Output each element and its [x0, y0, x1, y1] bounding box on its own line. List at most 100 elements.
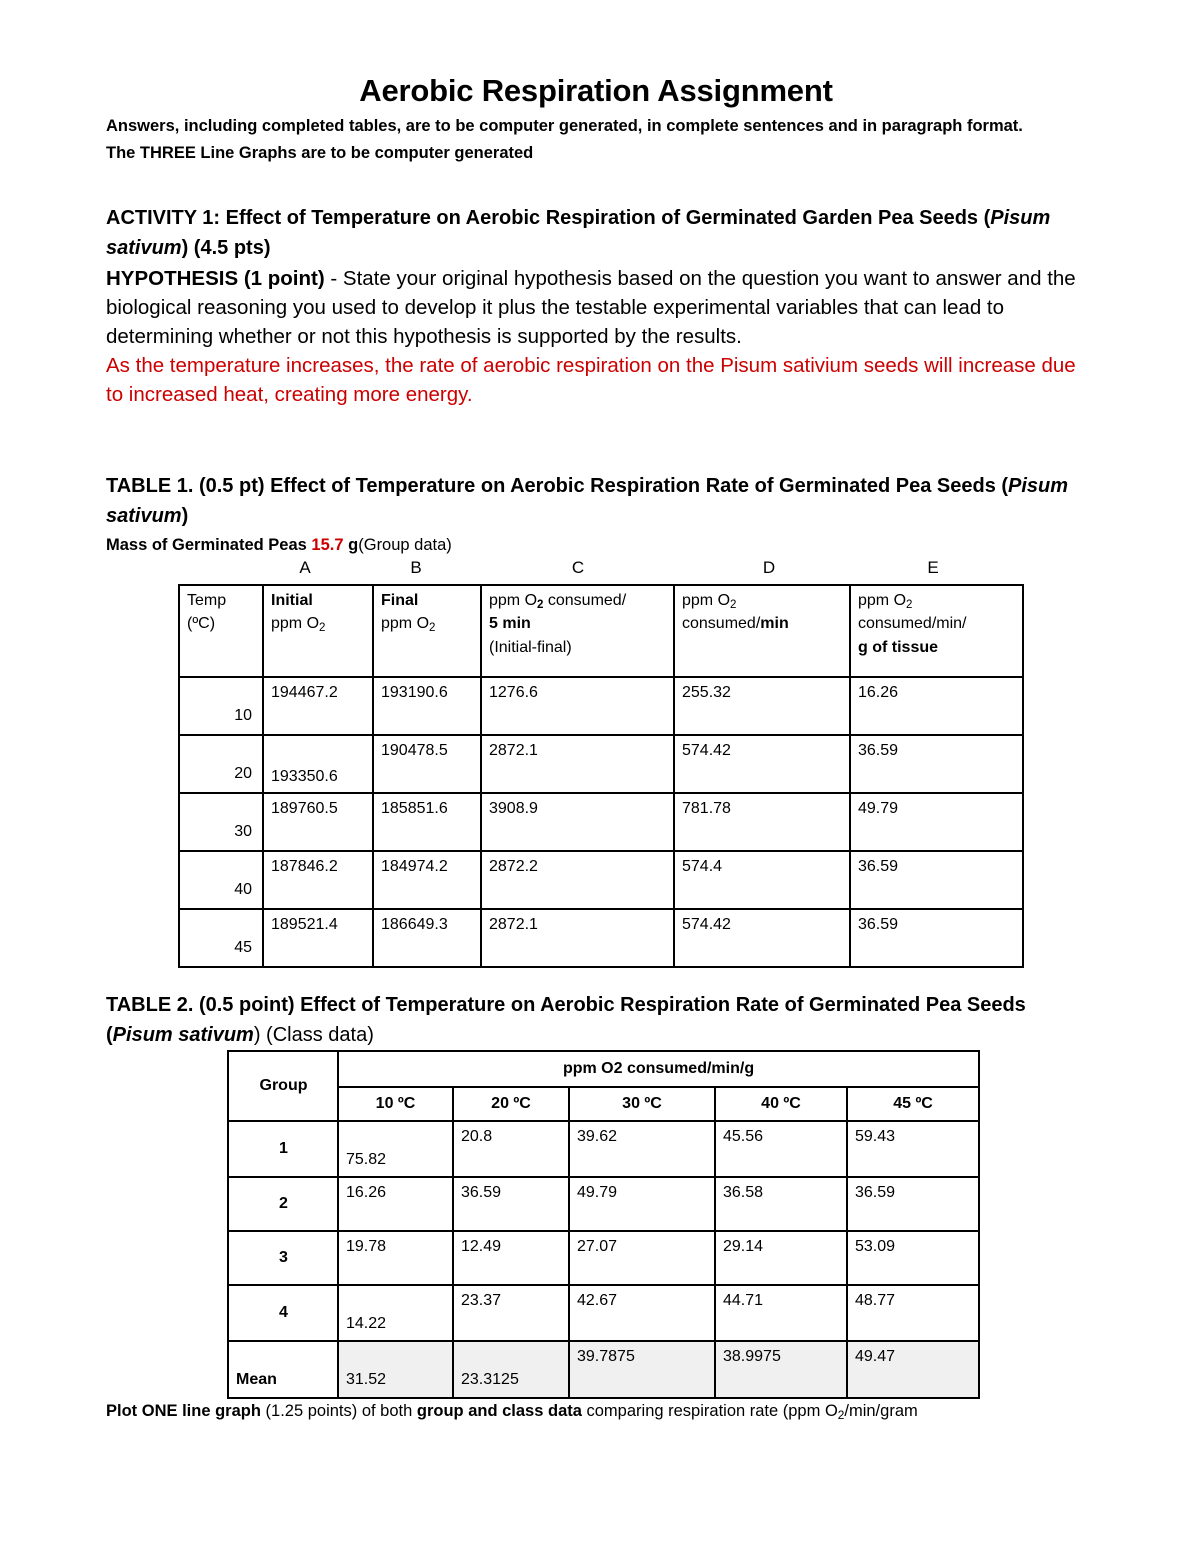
cell-temp: 45: [178, 907, 264, 968]
header-temp-30: 30 ºC: [568, 1085, 716, 1122]
header-initial-line2: ppm O: [271, 615, 320, 633]
activity-heading: ACTIVITY 1: Effect of Temperature on Aer…: [106, 203, 1086, 264]
cell-value-30c: 27.07: [568, 1229, 716, 1286]
header-e-sub: 2: [906, 598, 913, 611]
cell-value-10c: 75.82: [337, 1119, 454, 1178]
table2-heading: TABLE 2. (0.5 point) Effect of Temperatu…: [106, 990, 1086, 1050]
cell-temp: 40: [178, 849, 264, 910]
cell-consumed-min: 255.32: [673, 675, 851, 736]
column-letter-c: C: [571, 557, 585, 577]
cell-group: 2: [227, 1175, 339, 1232]
header-e-pre: ppm O: [858, 591, 907, 609]
cell-consumed-min: 574.4: [673, 849, 851, 910]
header-final-line2: ppm O: [381, 615, 430, 633]
hypothesis-answer: As the temperature increases, the rate o…: [106, 354, 1076, 407]
cell-consumed-min: 574.42: [673, 907, 851, 968]
cell-value-40c: 36.58: [714, 1175, 848, 1232]
header-span-ppm: ppm O2 consumed/min/g: [336, 1049, 981, 1088]
cell-consumed-min-g: 36.59: [849, 849, 1024, 910]
header-e-line3: g of tissue: [858, 638, 939, 656]
table2-respiration-class-data: Group ppm O2 consumed/min/g 10 ºC 20 ºC …: [227, 1049, 981, 1399]
mass-unit: g: [348, 536, 359, 555]
cell-value-45c: 53.09: [845, 1229, 981, 1286]
cell-mean-30c: 39.7875: [568, 1339, 716, 1399]
mass-value: 15.7: [311, 536, 344, 555]
cell-consumed-5min: 2872.1: [480, 733, 675, 794]
intro-line-1: Answers, including completed tables, are…: [106, 117, 1023, 136]
header-temp-45: 45 ºC: [845, 1085, 981, 1122]
cell-value-30c: 42.67: [568, 1283, 716, 1342]
column-letter-a: A: [299, 557, 311, 577]
footer-part-2: (1.25 points) of both: [260, 1401, 417, 1420]
table-row: 30 189760.5 185851.6 3908.9 781.78 49.79: [178, 791, 1024, 852]
cell-consumed-5min: 3908.9: [480, 791, 675, 852]
cell-final: 186649.3: [372, 907, 482, 968]
cell-consumed-min-g: 36.59: [849, 733, 1024, 794]
hypothesis-label: HYPOTHESIS (1 point): [106, 266, 325, 290]
cell-value-40c: 44.71: [714, 1283, 848, 1342]
header-c-post: consumed/: [543, 591, 627, 609]
column-letter-b: B: [410, 557, 422, 577]
cell-value-10c: 19.78: [337, 1229, 454, 1286]
header-temp-10: 10 ºC: [337, 1085, 454, 1122]
cell-value-20c: 23.37: [452, 1283, 570, 1342]
cell-value-30c: 49.79: [568, 1175, 716, 1232]
table1-heading: TABLE 1. (0.5 pt) Effect of Temperature …: [106, 471, 1086, 531]
cell-value-20c: 36.59: [452, 1175, 570, 1232]
cell-initial: 189521.4: [262, 907, 374, 968]
header-c-pre: ppm O: [489, 591, 538, 609]
activity-heading-prefix: ACTIVITY 1: Effect of Temperature on Aer…: [106, 206, 991, 229]
header-consumed-5min: ppm O2 consumed/ 5 min (Initial-final): [480, 583, 675, 678]
cell-initial: 194467.2: [262, 675, 374, 736]
table-row: 20 193350.6 190478.5 2872.1 574.42 36.59: [178, 733, 1024, 794]
cell-final: 193190.6: [372, 675, 482, 736]
header-temp-40: 40 ºC: [714, 1085, 848, 1122]
header-consumed-min: ppm O2 consumed/min: [673, 583, 851, 678]
cell-value-30c: 39.62: [568, 1119, 716, 1178]
cell-value-10c: 16.26: [337, 1175, 454, 1232]
table2-heading-suffix: ) (Class data): [253, 1023, 374, 1046]
table-row: 1 75.82 20.8 39.62 45.56 59.43: [227, 1119, 981, 1178]
header-initial-sub: 2: [319, 622, 326, 635]
table-row: 2 16.26 36.59 49.79 36.58 36.59: [227, 1175, 981, 1232]
cell-value-20c: 20.8: [452, 1119, 570, 1178]
cell-mean-45c: 49.47: [845, 1339, 981, 1399]
table-row: 45 189521.4 186649.3 2872.1 574.42 36.59: [178, 907, 1024, 968]
cell-initial: 189760.5: [262, 791, 374, 852]
table-row-mean: Mean 31.52 23.3125 39.7875 38.9975 49.47: [227, 1339, 981, 1399]
activity-heading-suffix: ) (4.5 pts): [181, 237, 271, 260]
header-final: Final ppm O2: [372, 583, 482, 678]
table1-heading-suffix: ): [181, 505, 189, 528]
cell-value-45c: 36.59: [845, 1175, 981, 1232]
mass-note: (Group data): [358, 536, 452, 555]
footer-part-3: group and class data: [416, 1401, 582, 1420]
intro-paragraph: Answers, including completed tables, are…: [106, 113, 1086, 166]
table1-header-row: Temp (ºC) Initial ppm O2 Final ppm O2 pp…: [178, 583, 1024, 678]
table2-header-row-1: Group ppm O2 consumed/min/g: [227, 1049, 981, 1122]
cell-consumed-min: 781.78: [673, 791, 851, 852]
spacer: [106, 968, 1086, 990]
footer-part-4-sub: 2: [837, 1407, 845, 1422]
header-final-sub: 2: [429, 622, 436, 635]
header-d-line2: consumed/: [682, 615, 761, 633]
column-letter-d: D: [762, 557, 776, 577]
header-initial: Initial ppm O2: [262, 583, 374, 678]
table1-heading-prefix: TABLE 1. (0.5 pt) Effect of Temperature …: [106, 475, 1009, 498]
cell-temp: 10: [178, 675, 264, 736]
cell-temp: 20: [178, 733, 264, 794]
header-temp-20: 20 ºC: [452, 1085, 570, 1122]
cell-mean-label: Mean: [227, 1339, 339, 1399]
header-d-sub: 2: [730, 598, 737, 611]
table1-column-letters: A B C D E: [178, 558, 1022, 584]
cell-value-40c: 29.14: [714, 1229, 848, 1286]
header-c-line3: (Initial-final): [489, 638, 572, 656]
header-consumed-min-g: ppm O2 consumed/min/ g of tissue: [849, 583, 1024, 678]
spacer: [106, 409, 1086, 471]
table2-heading-prefix: TABLE 2. (0.5 point) Effect of Temperatu…: [106, 993, 1026, 1046]
cell-value-45c: 59.43: [845, 1119, 981, 1178]
cell-final: 190478.5: [372, 733, 482, 794]
footer-part-5: /min/gram: [844, 1401, 918, 1420]
table-row: 10 194467.2 193190.6 1276.6 255.32 16.26: [178, 675, 1024, 736]
header-d-pre: ppm O: [682, 591, 731, 609]
